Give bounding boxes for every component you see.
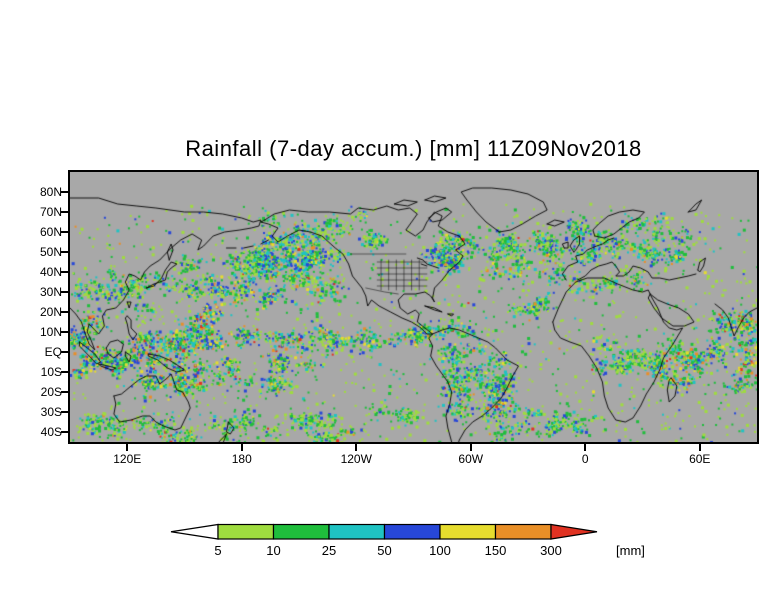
lon-tick-label: 60E [689,452,711,466]
colorbar-segment [494,523,552,540]
colorbar-tick-label: 50 [377,543,392,558]
lat-tick-label: 30S [40,405,62,419]
lon-tick-mark [126,444,129,451]
lat-tick-mark [61,271,68,273]
colorbar-segment [383,523,441,540]
colorbar-unit-label: [mm] [616,543,645,558]
lon-tick-mark [698,444,701,451]
colorbar-segment [272,523,330,540]
lat-tick-label: 80N [39,185,62,199]
lon-tick-mark [469,444,472,451]
rainfall-raster-canvas [70,172,757,442]
colorbar-arrow-left [170,523,219,540]
lat-tick-mark [61,291,68,293]
lat-tick-label: 40S [40,425,62,439]
colorbar-svg [170,523,598,540]
lat-tick-mark [61,211,68,213]
colorbar-tick-label: 10 [266,543,281,558]
lon-tick-mark [240,444,243,451]
lon-tick-label: 180 [231,452,252,466]
lat-tick-label: 60N [39,225,62,239]
colorbar-segment [217,523,275,540]
lat-tick-mark [61,251,68,253]
colorbar-tick-label: 5 [214,543,222,558]
lat-tick-label: 30N [39,285,62,299]
lat-tick-mark [61,231,68,233]
lat-tick-mark [61,311,68,313]
lat-tick-label: 50N [39,245,62,259]
lat-tick-label: 20N [39,305,62,319]
colorbar-tick-label: 25 [321,543,337,558]
colorbar-tick-label: 150 [484,543,507,558]
lat-tick-mark [61,351,68,353]
colorbar [168,523,604,542]
lat-tick-mark [61,371,68,373]
lat-tick-label: EQ [44,345,62,359]
lon-tick-label: 120E [113,452,142,466]
colorbar-segment [328,523,386,540]
lat-tick-mark [61,431,68,433]
lat-tick-label: 10S [40,365,62,379]
lon-tick-label: 60W [458,452,484,466]
colorbar-segment [439,523,497,540]
lat-tick-label: 10N [39,325,62,339]
lat-tick-label: 40N [39,265,62,279]
lat-tick-mark [61,191,68,193]
lon-tick-mark [584,444,587,451]
colorbar-tick-label: 300 [540,543,562,558]
lat-tick-label: 20S [40,385,62,399]
colorbar-arrow-right [550,523,598,540]
lon-tick-label: 0 [581,452,589,466]
lat-tick-mark [61,411,68,413]
lat-tick-mark [61,331,68,333]
figure-title: Rainfall (7-day accum.) [mm] 11Z09Nov201… [185,136,642,161]
map-plot-area [68,170,759,444]
lat-tick-label: 70N [39,205,62,219]
lat-tick-mark [61,391,68,393]
lon-tick-mark [355,444,358,451]
colorbar-tick-label: 100 [429,543,451,558]
lon-tick-label: 120W [340,452,372,466]
